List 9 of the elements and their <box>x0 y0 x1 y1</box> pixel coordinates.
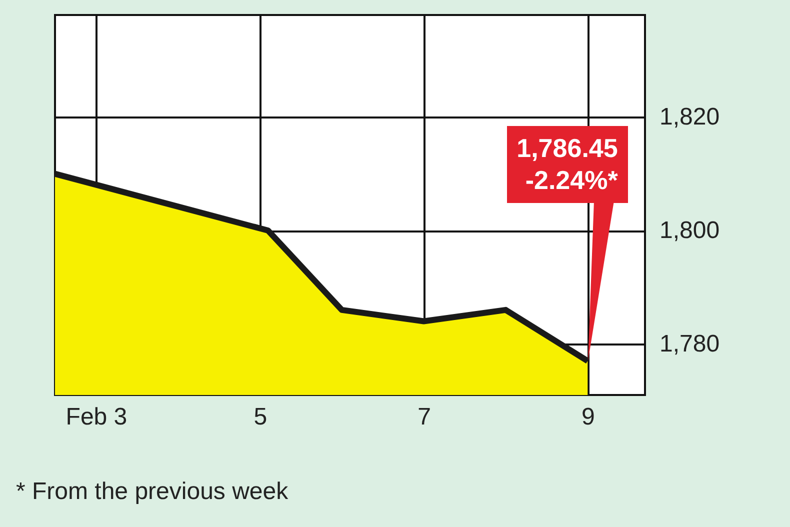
x-tick-label: Feb 3 <box>66 404 128 430</box>
x-tick-label: 7 <box>418 404 431 430</box>
text: * From the previous week <box>16 478 288 506</box>
y-tick-label: 1,800 <box>660 217 720 244</box>
x-tick-label: 9 <box>581 404 595 430</box>
annotation: 1,786.45 -2.24%* <box>506 126 628 203</box>
y-tick-label: 1,820 <box>660 104 720 131</box>
x-tick-label: 5 <box>254 404 268 430</box>
y-tick-label: 1,780 <box>660 330 720 358</box>
